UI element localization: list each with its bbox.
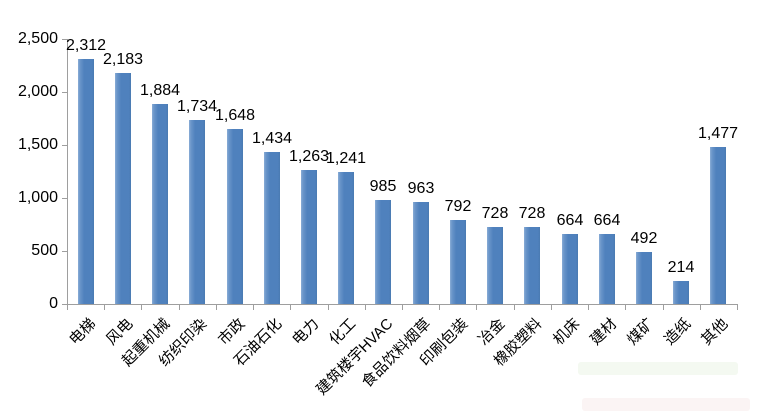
x-tick bbox=[663, 305, 664, 310]
bar-value-label: 2,183 bbox=[102, 51, 144, 68]
x-tick bbox=[328, 305, 329, 310]
y-axis-line bbox=[67, 39, 68, 305]
x-tick bbox=[216, 305, 217, 310]
bar bbox=[710, 147, 726, 304]
bar-value-label: 1,263 bbox=[288, 148, 330, 165]
x-tick bbox=[104, 305, 105, 310]
x-tick bbox=[439, 305, 440, 310]
bar-value-label: 985 bbox=[369, 178, 397, 195]
y-tick-label: 2,500 bbox=[17, 30, 58, 47]
watermark bbox=[582, 398, 750, 411]
x-tick bbox=[253, 305, 254, 310]
bar-value-label: 1,477 bbox=[697, 125, 739, 142]
bar-value-label: 728 bbox=[518, 205, 546, 222]
bar-value-label: 664 bbox=[556, 212, 584, 229]
x-tick bbox=[737, 305, 738, 310]
x-category-label: 电力 bbox=[289, 315, 323, 349]
bar bbox=[375, 200, 391, 304]
y-tick bbox=[62, 92, 67, 93]
bar bbox=[264, 152, 280, 304]
bar-value-label: 664 bbox=[593, 212, 621, 229]
bar-value-label: 728 bbox=[481, 205, 509, 222]
y-tick bbox=[62, 198, 67, 199]
bar-value-label: 492 bbox=[630, 230, 658, 247]
bar-value-label: 963 bbox=[407, 180, 435, 197]
x-tick bbox=[700, 305, 701, 310]
x-tick bbox=[476, 305, 477, 310]
x-axis-line bbox=[67, 304, 738, 305]
bar bbox=[301, 170, 317, 304]
bar-value-label: 1,648 bbox=[214, 107, 256, 124]
watermark bbox=[578, 362, 738, 375]
x-category-label: 电梯 bbox=[66, 315, 100, 349]
y-tick bbox=[62, 39, 67, 40]
bar bbox=[115, 73, 131, 304]
x-category-label: 机床 bbox=[550, 315, 584, 349]
x-category-label: 造纸 bbox=[661, 315, 695, 349]
bar bbox=[562, 234, 578, 304]
x-tick bbox=[141, 305, 142, 310]
bar-value-label: 1,734 bbox=[176, 98, 218, 115]
bar bbox=[78, 59, 94, 304]
bar bbox=[152, 104, 168, 304]
bar bbox=[338, 172, 354, 304]
x-category-label: 建材 bbox=[587, 315, 621, 349]
x-tick bbox=[625, 305, 626, 310]
x-tick bbox=[365, 305, 366, 310]
y-tick-label: 2,000 bbox=[17, 83, 58, 100]
bar-value-label: 214 bbox=[667, 259, 695, 276]
x-tick bbox=[290, 305, 291, 310]
x-tick bbox=[588, 305, 589, 310]
y-tick bbox=[62, 251, 67, 252]
bar bbox=[599, 234, 615, 304]
x-tick bbox=[179, 305, 180, 310]
x-tick bbox=[402, 305, 403, 310]
bar bbox=[189, 120, 205, 304]
x-tick bbox=[551, 305, 552, 310]
bar-value-label: 1,884 bbox=[139, 82, 181, 99]
y-tick-label: 1,500 bbox=[17, 136, 58, 153]
bar bbox=[524, 227, 540, 304]
x-category-label: 煤矿 bbox=[624, 315, 658, 349]
y-tick bbox=[62, 304, 67, 305]
y-tick-label: 1,000 bbox=[17, 189, 58, 206]
y-tick bbox=[62, 145, 67, 146]
y-tick-label: 0 bbox=[49, 295, 58, 312]
bar bbox=[487, 227, 503, 304]
x-tick bbox=[514, 305, 515, 310]
bar bbox=[450, 220, 466, 304]
bar bbox=[673, 281, 689, 304]
x-category-label: 其他 bbox=[698, 315, 732, 349]
bar-value-label: 792 bbox=[444, 198, 472, 215]
bar bbox=[413, 202, 429, 304]
bar-value-label: 1,434 bbox=[251, 130, 293, 147]
x-tick bbox=[67, 305, 68, 310]
bar-value-label: 2,312 bbox=[65, 37, 107, 54]
bar-value-label: 1,241 bbox=[325, 150, 367, 167]
y-tick-label: 500 bbox=[31, 242, 58, 259]
bar bbox=[227, 129, 243, 304]
bar bbox=[636, 252, 652, 304]
